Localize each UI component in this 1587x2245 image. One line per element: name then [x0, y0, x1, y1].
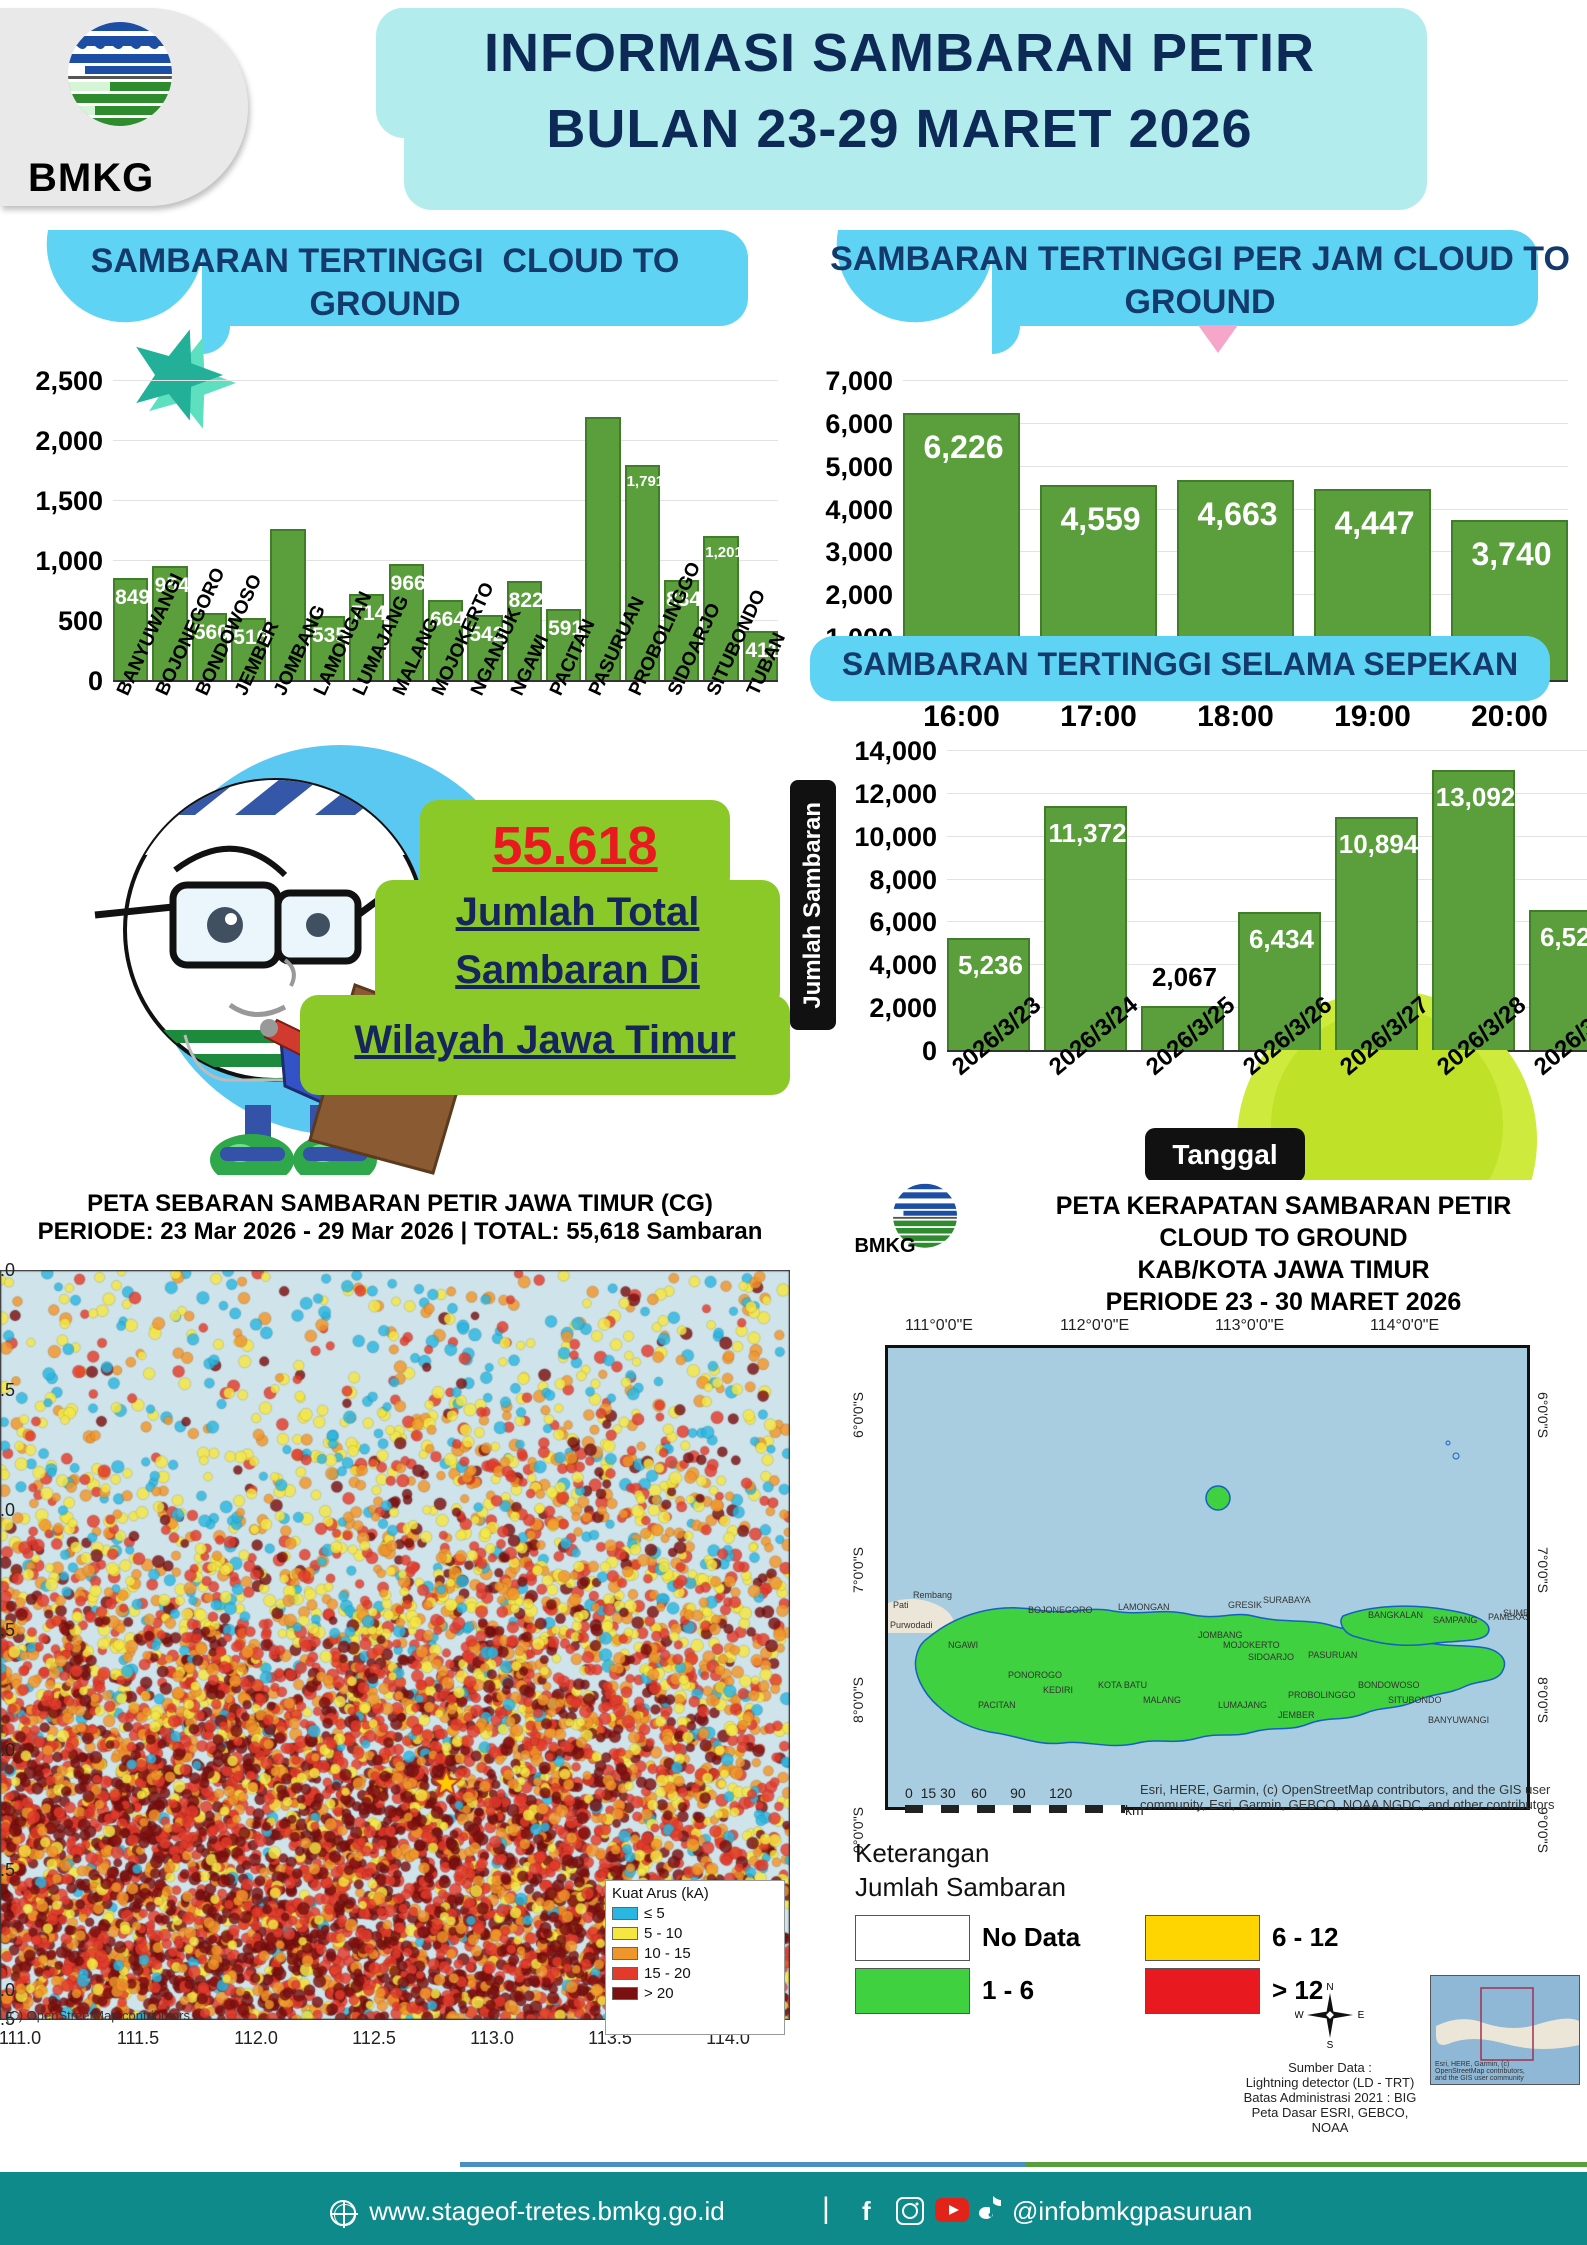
svg-text:S: S — [1327, 2040, 1334, 2050]
svg-text:Purwodadi: Purwodadi — [890, 1620, 933, 1630]
svg-text:PONOROGO: PONOROGO — [1008, 1670, 1062, 1680]
svg-text:E: E — [1358, 2010, 1365, 2021]
svg-text:W: W — [1295, 2010, 1304, 2021]
svg-text:SURABAYA: SURABAYA — [1263, 1595, 1311, 1605]
svg-text:JOMBANG: JOMBANG — [1198, 1630, 1243, 1640]
svg-text:SAMPANG: SAMPANG — [1433, 1615, 1477, 1625]
svg-text:JEMBER: JEMBER — [1278, 1710, 1315, 1720]
svg-text:BONDOWOSO: BONDOWOSO — [1358, 1680, 1420, 1690]
svg-text:N: N — [1326, 1982, 1333, 1993]
svg-text:LAMONGAN: LAMONGAN — [1118, 1602, 1170, 1612]
svg-text:SITUBONDO: SITUBONDO — [1388, 1695, 1442, 1705]
svg-text:NGAWI: NGAWI — [948, 1640, 978, 1650]
svg-text:KOTA BATU: KOTA BATU — [1098, 1680, 1147, 1690]
svg-text:BANGKALAN: BANGKALAN — [1368, 1610, 1423, 1620]
svg-text:PROBOLINGGO: PROBOLINGGO — [1288, 1690, 1356, 1700]
svg-text:PASURUAN: PASURUAN — [1308, 1650, 1357, 1660]
svg-text:LUMAJANG: LUMAJANG — [1218, 1700, 1267, 1710]
svg-text:Rembang: Rembang — [913, 1590, 952, 1600]
svg-text:GRESIK: GRESIK — [1228, 1600, 1262, 1610]
svg-text:MOJOKERTO: MOJOKERTO — [1223, 1640, 1280, 1650]
svg-text:Pati: Pati — [893, 1600, 909, 1610]
svg-text:KEDIRI: KEDIRI — [1043, 1685, 1073, 1695]
svg-text:PACITAN: PACITAN — [978, 1700, 1016, 1710]
svg-text:BOJONEGORO: BOJONEGORO — [1028, 1605, 1093, 1615]
svg-text:SIDOARJO: SIDOARJO — [1248, 1652, 1294, 1662]
svg-text:MALANG: MALANG — [1143, 1695, 1181, 1705]
svg-text:SUMENEP: SUMENEP — [1503, 1608, 1530, 1618]
svg-text:BANYUWANGI: BANYUWANGI — [1428, 1715, 1489, 1725]
